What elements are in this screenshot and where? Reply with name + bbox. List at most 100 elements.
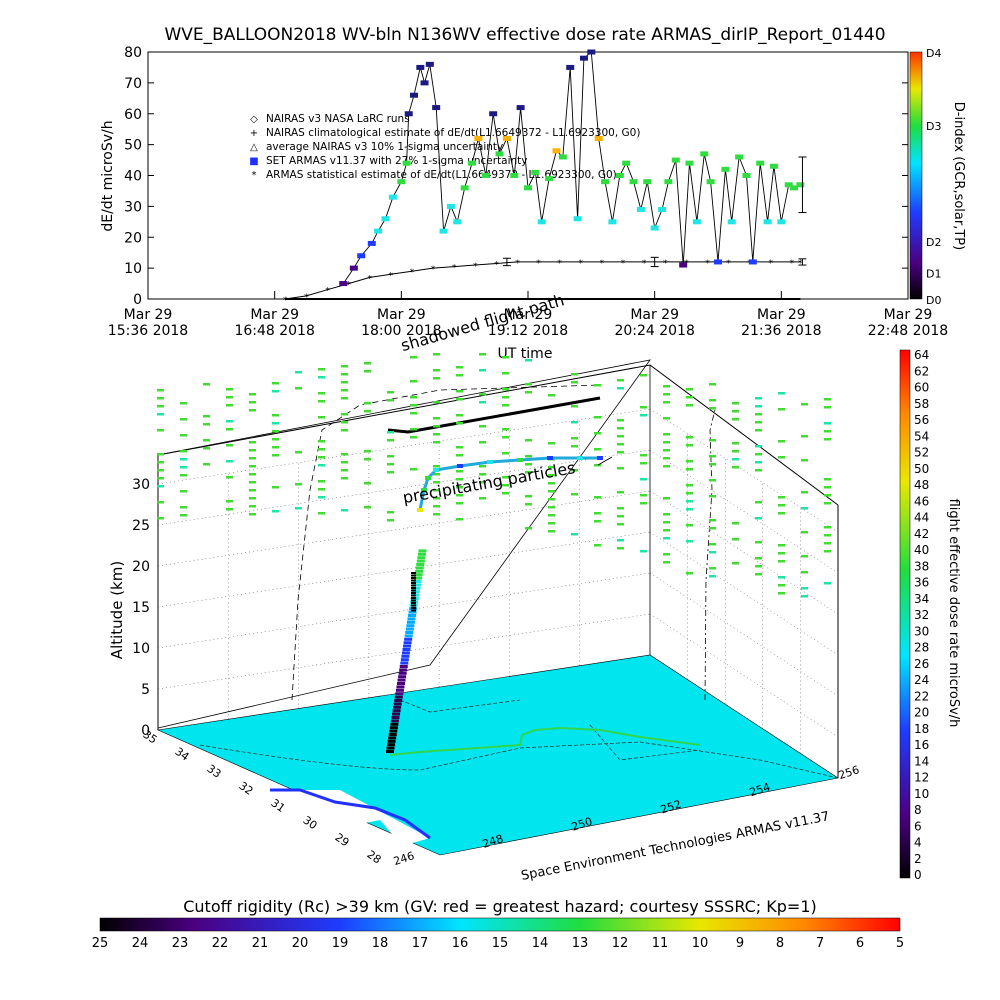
armas-statistical-point: *: [790, 259, 795, 269]
dose-sample-mark: [318, 488, 325, 491]
set-armas-line: [342, 51, 801, 284]
dose-sample-mark: [364, 458, 371, 461]
dose-sample-mark: [755, 405, 762, 408]
rc-colorbar-tick-label: 13: [572, 936, 589, 951]
dose-sample-mark: [663, 513, 670, 516]
dose-sample-mark: [456, 390, 463, 393]
trajectory-ascent-point: [415, 566, 424, 570]
trajectory-ascent-point: [388, 736, 397, 740]
top-x-tick-label-time: 16:48 2018: [234, 323, 314, 339]
rc-colorbar-ticks: 25 24 23 22 21 20 19 18 17 16 15 14 13 12 11 10 9 8 7 6 5: [92, 936, 904, 951]
dose-sample-mark: [778, 440, 785, 443]
dose-sample-mark: [640, 494, 647, 497]
dose-sample-mark: [824, 430, 831, 433]
dose-sample-mark: [686, 540, 693, 543]
dose-sample-mark: [387, 471, 394, 474]
dose-sample-mark: [272, 454, 279, 457]
dose-sample-mark: [571, 493, 578, 496]
dose-sample-mark: [479, 497, 486, 500]
set-armas-point: [446, 203, 455, 209]
dose-sample-mark: [295, 483, 302, 486]
dose-sample-mark: [433, 401, 440, 404]
dose-sample-mark: [640, 502, 647, 505]
dindex-tick-label: D1: [926, 268, 941, 281]
dose-sample-mark: [709, 495, 716, 498]
dose-sample-mark: [249, 441, 256, 444]
dose-sample-mark: [640, 374, 647, 377]
trajectory-ascent-point: [395, 688, 404, 692]
set-armas-point: [796, 182, 805, 188]
grid-line-right-wall: [649, 531, 839, 656]
dose-sample-mark: [364, 402, 371, 405]
dose-sample-mark: [295, 507, 302, 510]
dose-sample-mark: [640, 462, 647, 465]
dose-sample-mark: [548, 522, 555, 525]
dose-sample-mark: [387, 463, 394, 466]
dose-sample-mark: [456, 454, 463, 457]
trajectory-ascent-point: [398, 671, 407, 675]
trajectory-ascent-point: [406, 620, 415, 624]
dose-sample-mark: [226, 508, 233, 511]
dose-sample-mark: [755, 445, 762, 448]
rc-colorbar-tick-label: 6: [856, 936, 864, 951]
armas-statistical-point: *: [346, 281, 351, 291]
dose-colorbar-tick-label: 46: [914, 494, 929, 508]
dose-sample-mark: [571, 445, 578, 448]
armas-statistical-point: *: [621, 259, 626, 269]
dose-sample-mark: [295, 371, 302, 374]
dose-sample-mark: [824, 486, 831, 489]
dose-sample-mark: [456, 518, 463, 521]
dose-sample-mark: [663, 401, 670, 404]
dose-sample-mark: [801, 531, 808, 534]
dose-colorbar: [899, 349, 911, 879]
trajectory-ascent-point: [411, 584, 416, 587]
armas-statistical-point: *: [515, 259, 520, 269]
dose-sample-mark: [732, 466, 739, 469]
dose-sample-mark: [479, 465, 486, 468]
trajectory-ascent-point: [417, 556, 426, 560]
trajectory-ascent-point: [411, 599, 416, 602]
dose-sample-mark: [709, 407, 716, 410]
dindex-axis-label: D-index (GCR,solar,TP): [951, 102, 966, 250]
latitude-tick-label: 28: [365, 848, 384, 867]
set-armas-point: [721, 166, 730, 172]
dose-sample-mark: [525, 359, 532, 362]
grid-line-left-wall: [157, 531, 651, 608]
dose-sample-mark: [433, 441, 440, 444]
dose-sample-mark: [709, 463, 716, 466]
dose-sample-mark: [548, 474, 555, 477]
set-armas-point: [367, 240, 376, 246]
set-armas-point: [643, 179, 652, 185]
dose-sample-mark: [755, 453, 762, 456]
dose-sample-mark: [686, 444, 693, 447]
rc-colorbar-tick-label: 18: [372, 936, 389, 951]
dose-sample-mark: [318, 376, 325, 379]
dose-sample-mark: [686, 492, 693, 495]
dindex-tick-label: D3: [926, 120, 941, 133]
dose-sample-mark: [617, 539, 624, 542]
dose-sample-mark: [640, 454, 647, 457]
dose-sample-mark: [479, 473, 486, 476]
dose-sample-mark: [548, 482, 555, 485]
dose-sample-mark: [755, 565, 762, 568]
trajectory-ascent-point: [411, 607, 416, 609]
set-armas-point: [601, 179, 610, 185]
dose-sample-mark: [364, 506, 371, 509]
set-armas-point: [615, 173, 624, 178]
trajectory-ascent-point: [408, 614, 416, 617]
dose-sample-mark: [180, 514, 187, 517]
flight-trajectory-3d: [386, 456, 603, 753]
dose-sample-mark: [548, 530, 555, 533]
dose-sample-mark: [778, 512, 785, 515]
dose-sample-mark: [663, 417, 670, 420]
longitude-tick-label: 250: [570, 815, 594, 834]
set-armas-point: [552, 148, 561, 154]
top-x-tick-label-time: 20:24 2018: [614, 323, 694, 339]
dose-sample-mark: [571, 373, 578, 376]
top-y-tick-label: 0: [133, 292, 142, 308]
dose-sample-mark: [272, 446, 279, 449]
armas-statistical-point: *: [431, 265, 436, 275]
grid-line-right-wall: [649, 408, 839, 533]
top-y-tick-label: 80: [124, 45, 142, 61]
set-armas-point: [692, 219, 701, 225]
